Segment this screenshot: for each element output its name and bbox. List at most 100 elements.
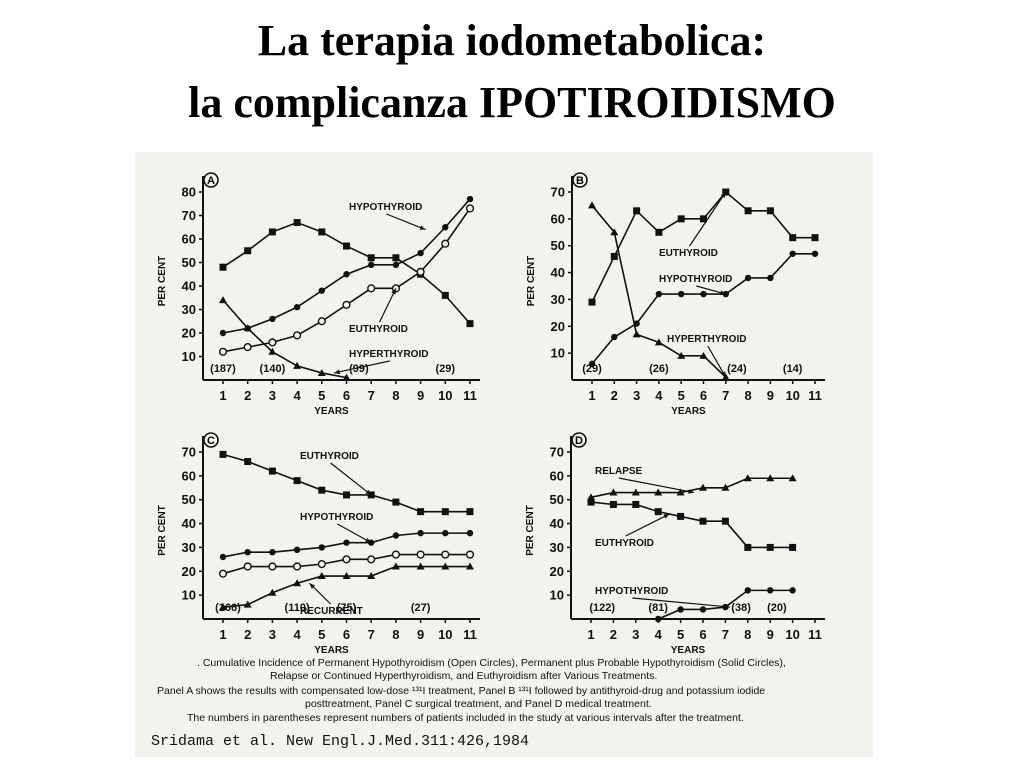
patient-count: (24): [727, 363, 747, 375]
data-point: [466, 320, 474, 328]
arrow-head: [334, 369, 341, 375]
data-point: [767, 587, 774, 594]
panel-letter: A: [203, 172, 219, 188]
x-tick-label: 3: [632, 627, 639, 642]
patient-count: (20): [767, 602, 787, 614]
x-tick-label: 11: [808, 388, 822, 403]
data-point: [721, 517, 729, 525]
data-point: [744, 587, 751, 594]
data-point: [317, 368, 326, 376]
data-point: [219, 450, 227, 458]
label-arrow: [707, 345, 727, 378]
x-tick-label: 10: [785, 388, 799, 403]
data-point: [677, 215, 685, 223]
data-point: [317, 560, 326, 569]
series-label: HYPOTHYROID: [349, 202, 422, 213]
arrow-head: [719, 290, 726, 295]
data-point: [699, 606, 707, 613]
data-point: [317, 572, 326, 580]
x-tick-label: 5: [318, 388, 325, 403]
y-tick-label: 70: [550, 445, 564, 460]
data-point: [367, 254, 375, 262]
data-point: [293, 331, 302, 340]
arrow-head: [663, 514, 670, 519]
data-point: [392, 261, 400, 269]
x-tick-label: 11: [463, 627, 477, 642]
y-tick-label: 70: [182, 208, 196, 223]
x-tick-label: 4: [293, 388, 301, 403]
patient-count: (14): [783, 363, 803, 375]
y-tick-label: 20: [182, 326, 196, 341]
data-point: [244, 458, 252, 466]
data-point: [441, 550, 450, 559]
caption-line-2: Relapse or Continued Hyperthyroidism, an…: [270, 670, 657, 682]
panel-a: A 10 20 30 40 50 60 70 80 1 2 3 4 5 6 7 8 9 10 11 YEARS PER C…: [157, 172, 480, 417]
data-point: [416, 562, 425, 570]
data-point: [677, 606, 684, 613]
x-tick-label: 2: [610, 627, 617, 642]
y-tick-label: 30: [182, 302, 196, 317]
y-tick-label: 70: [551, 185, 565, 200]
data-point: [417, 529, 424, 537]
data-point: [391, 562, 400, 570]
citation: Sridama et al. New Engl.J.Med.311:426,19…: [151, 733, 529, 750]
slide-title-line1: La terapia iodometabolica:: [257, 16, 767, 65]
series-label: HYPOTHYROID: [595, 586, 668, 597]
x-tick-label: 3: [269, 388, 276, 403]
data-point: [788, 474, 797, 482]
x-tick-label: 8: [744, 388, 751, 403]
data-point: [218, 569, 228, 578]
y-tick-label: 60: [182, 468, 196, 483]
patient-count: (187): [210, 363, 236, 375]
data-point: [268, 562, 277, 571]
data-point: [655, 615, 662, 623]
data-point: [243, 343, 252, 352]
x-tick-label: 1: [587, 627, 594, 642]
y-tick-label: 40: [550, 516, 564, 531]
caption-line-1: . Cumulative Incidence of Permanent Hypo…: [197, 657, 786, 669]
x-tick-label: 10: [438, 627, 452, 642]
x-tick-label: 2: [244, 388, 251, 403]
x-tick-label: 1: [219, 627, 226, 642]
data-point: [269, 549, 276, 556]
data-point: [442, 529, 449, 537]
y-tick-label: 10: [550, 588, 564, 603]
data-point: [677, 512, 685, 520]
series-line: [222, 299, 347, 379]
data-point: [368, 261, 375, 269]
data-point: [609, 488, 618, 496]
series-label: RELAPSE: [595, 466, 643, 477]
data-point: [654, 508, 662, 516]
arrow-head: [365, 537, 372, 543]
series-2: [218, 550, 475, 578]
arrow-head: [720, 192, 726, 198]
slide-title-line2: la complicanza IPOTIROIDISMO: [188, 78, 836, 127]
series-label: EUTHYROID: [349, 324, 408, 335]
y-tick-label: 50: [551, 238, 565, 253]
data-point: [243, 324, 252, 332]
panel-letter: C: [203, 432, 219, 448]
patient-count: (110): [285, 602, 310, 614]
data-point: [293, 361, 302, 369]
series-line: [590, 477, 793, 499]
y-axis-title: PER CENT: [526, 256, 537, 307]
data-point: [244, 549, 251, 556]
x-axis-title: YEARS: [671, 645, 706, 656]
x-tick-label: 2: [244, 627, 251, 642]
data-point: [654, 338, 663, 346]
label-arrow: [632, 597, 730, 608]
data-point: [342, 373, 351, 381]
y-tick-label: 20: [551, 319, 565, 334]
x-tick-label: 6: [343, 627, 350, 642]
data-point: [244, 247, 252, 255]
panel-letter: B: [572, 172, 588, 188]
data-point: [417, 249, 424, 257]
y-tick-label: 50: [550, 492, 564, 507]
series-label: HYPERTHYROID: [349, 349, 428, 360]
series-line: [590, 501, 793, 549]
data-point: [219, 603, 227, 611]
panel-letter-text: C: [207, 435, 215, 447]
data-point: [465, 204, 475, 213]
data-point: [416, 550, 425, 559]
